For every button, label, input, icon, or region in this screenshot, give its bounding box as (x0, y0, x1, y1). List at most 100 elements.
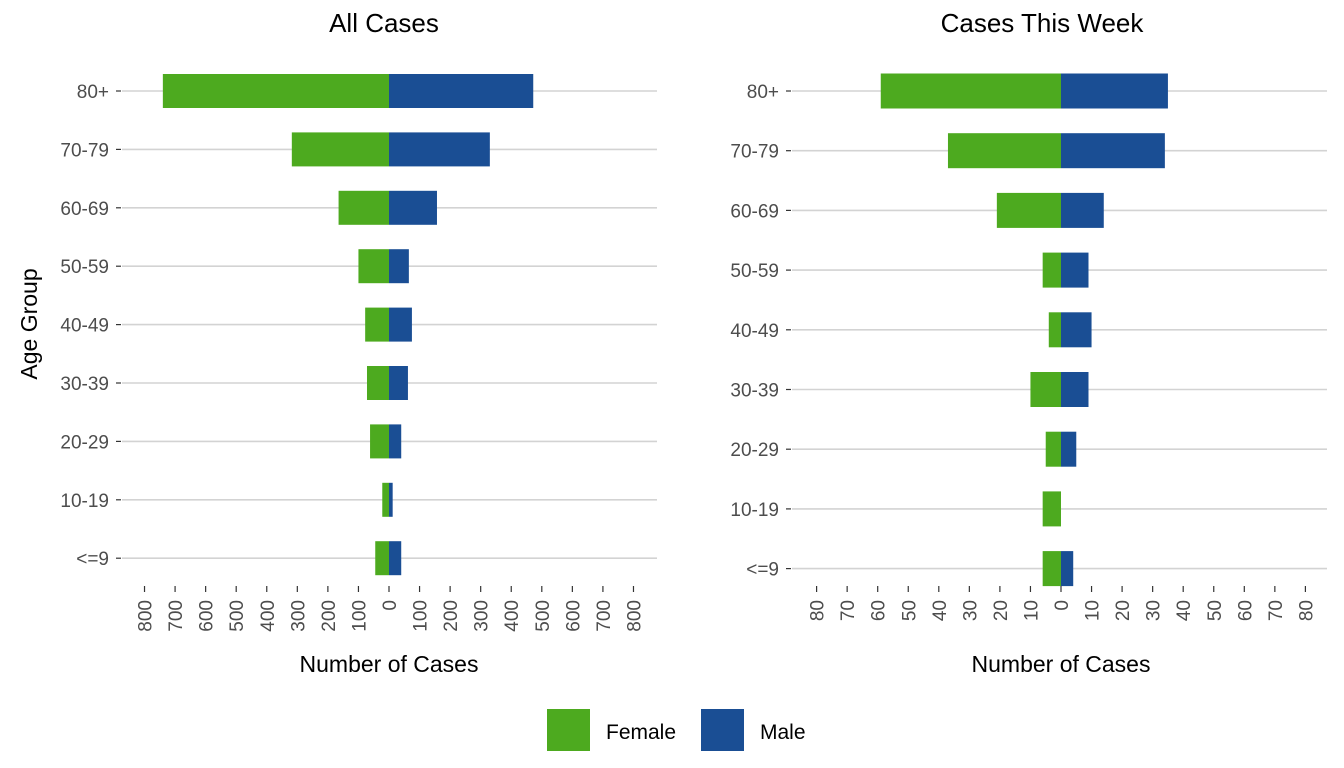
legend-swatch-male (701, 709, 744, 751)
y-tick-label: 30-39 (60, 374, 109, 395)
y-tick-label: 60-69 (730, 201, 779, 222)
x-tick-label: 500 (533, 600, 554, 632)
bar-female-60-69 (996, 192, 1061, 228)
bar-female-<=9 (1042, 551, 1061, 587)
bar-male-30-39 (389, 366, 408, 400)
bar-male-60-69 (389, 190, 437, 225)
bar-male-70-79 (389, 132, 490, 167)
bar-male-80+ (389, 74, 534, 108)
x-tick-label: 100 (349, 600, 370, 632)
y-axis-title: Age Group (16, 268, 42, 379)
x-tick-label: 300 (472, 600, 493, 632)
bar-male-40-49 (1061, 312, 1092, 348)
x-tick-label: 400 (502, 600, 523, 632)
x-tick-label: 100 (411, 600, 432, 632)
y-tick-label: 50-59 (730, 261, 779, 282)
bar-female-60-69 (338, 190, 389, 225)
bar-female-20-29 (1045, 431, 1061, 467)
y-tick-label: 10-19 (730, 500, 779, 521)
y-tick-label: <=9 (746, 560, 779, 581)
y-tick-label: 20-29 (730, 440, 779, 461)
y-tick-label: 10-19 (60, 491, 109, 512)
bar-female-70-79 (291, 132, 389, 167)
y-tick-label: 30-39 (730, 381, 779, 402)
x-tick-label: 50 (899, 600, 920, 621)
bar-female-30-39 (1030, 372, 1061, 407)
x-tick-label: 800 (136, 600, 157, 632)
legend-label-female: Female (606, 721, 676, 744)
x-tick-label: 70 (838, 600, 859, 621)
bar-male-50-59 (389, 249, 409, 284)
chart-title-all-cases: All Cases (329, 8, 439, 38)
bar-female-<=9 (375, 541, 389, 576)
bar-female-80+ (880, 73, 1061, 109)
y-tick-label: <=9 (76, 549, 109, 570)
legend-label-male: Male (760, 721, 806, 744)
x-tick-label: 400 (258, 600, 279, 632)
x-tick-label: 60 (869, 600, 890, 621)
x-tick-label: 80 (1296, 600, 1317, 621)
x-tick-label: 300 (288, 600, 309, 632)
bar-female-80+ (162, 74, 389, 108)
panel-all-cases: All Cases 80+ 70-79 60-69 50-59 40-49 30-39 20-… (60, 8, 657, 677)
y-tick-label: 80+ (747, 82, 779, 103)
bar-female-50-59 (358, 249, 389, 284)
x-tick-label: 40 (1174, 600, 1195, 621)
x-axis-title-this-week: Number of Cases (972, 651, 1151, 677)
bar-male-20-29 (389, 424, 402, 459)
x-tick-label: 20 (1113, 600, 1134, 621)
x-tick-label: 800 (624, 600, 645, 632)
x-tick-label: 10 (1021, 600, 1042, 621)
x-tick-label: 600 (563, 600, 584, 632)
x-tick-label: 50 (1205, 600, 1226, 621)
x-tick-label: 70 (1266, 600, 1287, 621)
y-tick-label: 20-29 (60, 432, 109, 453)
y-tick-label: 50-59 (60, 257, 109, 278)
bar-male-20-29 (1061, 431, 1077, 467)
bar-female-10-19 (382, 482, 389, 517)
bar-female-40-49 (1048, 312, 1061, 348)
legend: Female Male (547, 709, 806, 751)
x-tick-label: 30 (1144, 600, 1165, 621)
x-tick-label: 200 (319, 600, 340, 632)
bar-male-50-59 (1061, 252, 1089, 288)
y-tick-label: 40-49 (60, 316, 109, 337)
y-tick-label: 60-69 (60, 199, 109, 220)
panel-cases-this-week: Cases This Week 80+ 70-79 60-69 50-59 40-49 30… (730, 8, 1327, 677)
x-tick-label: 30 (960, 600, 981, 621)
x-axis-title-all-cases: Number of Cases (300, 651, 479, 677)
y-tick-label: 40-49 (730, 321, 779, 342)
bar-male-40-49 (389, 307, 412, 342)
y-tick-label: 80+ (77, 82, 109, 103)
x-tick-label: 80 (808, 600, 829, 621)
x-tick-label: 700 (166, 600, 187, 632)
bar-female-40-49 (365, 307, 389, 342)
bar-female-50-59 (1042, 252, 1061, 288)
bar-male-80+ (1061, 73, 1168, 109)
x-tick-label: 0 (1052, 600, 1073, 611)
y-tick-label: 70-79 (730, 142, 779, 163)
bar-male-30-39 (1061, 372, 1089, 407)
x-tick-label: 500 (227, 600, 248, 632)
x-tick-label: 40 (930, 600, 951, 621)
bar-female-20-29 (370, 424, 389, 459)
x-tick-label: 10 (1083, 600, 1104, 621)
bar-female-30-39 (366, 366, 389, 400)
bar-male-10-19 (389, 482, 393, 517)
x-tick-label: 20 (991, 600, 1012, 621)
bar-male-70-79 (1061, 133, 1165, 169)
bar-male-<=9 (389, 541, 402, 576)
x-tick-label: 0 (380, 600, 401, 611)
x-tick-label: 60 (1235, 600, 1256, 621)
bar-female-70-79 (947, 133, 1061, 169)
bar-male-<=9 (1061, 551, 1074, 587)
chart-title-this-week: Cases This Week (941, 8, 1145, 38)
x-tick-label: 200 (441, 600, 462, 632)
x-tick-label: 700 (594, 600, 615, 632)
y-tick-label: 70-79 (60, 140, 109, 161)
bar-female-10-19 (1042, 491, 1061, 527)
legend-swatch-female (547, 709, 590, 751)
x-tick-label: 600 (197, 600, 218, 632)
bar-male-60-69 (1061, 192, 1104, 228)
